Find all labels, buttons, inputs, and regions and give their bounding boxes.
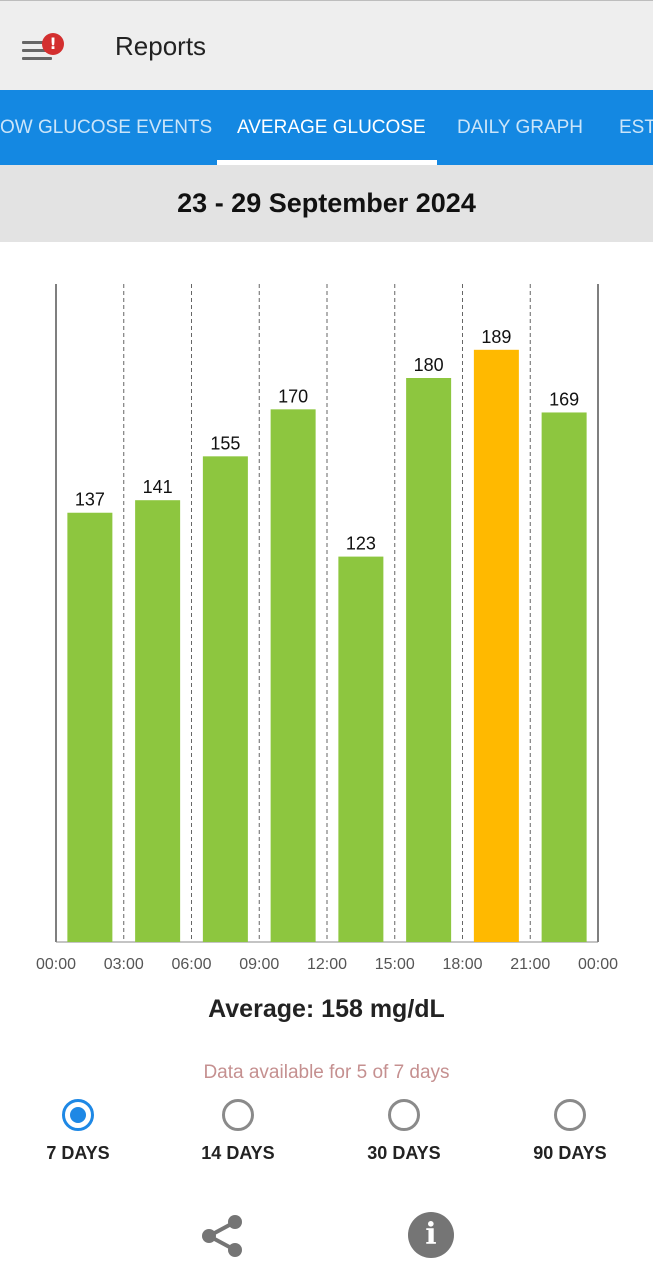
tab-average-glucose[interactable]: AVERAGE GLUCOSE	[237, 117, 426, 138]
period-option-90-days[interactable]: 90 DAYS	[510, 1097, 630, 1172]
share-icon	[202, 1215, 242, 1257]
menu-icon-line	[22, 49, 52, 52]
page-title: Reports	[115, 31, 207, 61]
tab-low-glucose-events[interactable]: OW GLUCOSE EVENTS	[0, 117, 213, 138]
bar-value-label: 189	[481, 327, 511, 347]
x-tick-label: 03:00	[104, 956, 144, 973]
period-option-30-days[interactable]: 30 DAYS	[344, 1097, 464, 1172]
x-tick-label: 15:00	[375, 956, 415, 973]
average-glucose-value: Average: 158 mg/dL	[208, 995, 445, 1023]
date-range-label: 23 - 29 September 2024	[177, 188, 476, 218]
tab-daily-graph[interactable]: DAILY GRAPH	[457, 117, 584, 138]
period-option-7-days[interactable]: 7 DAYS	[18, 1097, 138, 1172]
bar-03:00-06:00	[135, 500, 181, 942]
period-label: 7 DAYS	[46, 1143, 110, 1163]
period-label: 14 DAYS	[201, 1143, 275, 1163]
app-bar: ! Reports	[0, 0, 653, 90]
radio-90-days[interactable]	[554, 1099, 586, 1131]
alert-icon: !	[42, 33, 64, 55]
active-tab-indicator	[217, 160, 437, 165]
period-label: 90 DAYS	[533, 1143, 607, 1163]
bar-value-label: 137	[75, 490, 105, 510]
menu-button[interactable]: !	[18, 29, 68, 69]
bar-value-label: 180	[414, 355, 444, 375]
bar-15:00-18:00	[406, 378, 452, 942]
info-icon: i	[425, 1217, 437, 1252]
tab-estimated-a1c[interactable]: EST	[619, 117, 653, 138]
radio-14-days[interactable]	[222, 1099, 254, 1131]
info-button[interactable]: i	[408, 1212, 454, 1258]
bar-value-label: 170	[278, 386, 308, 406]
data-availability-note: Data available for 5 of 7 days	[203, 1062, 450, 1083]
radio-7-days[interactable]	[62, 1099, 94, 1131]
share-button[interactable]	[198, 1212, 246, 1260]
radio-selected-dot	[70, 1107, 86, 1123]
bar-value-label: 141	[143, 477, 173, 497]
bar-00:00-03:00	[67, 512, 113, 942]
bar-value-label: 169	[549, 389, 579, 409]
x-tick-label: 06:00	[171, 956, 211, 973]
menu-icon-line	[22, 41, 52, 44]
x-tick-label: 00:00	[578, 956, 618, 973]
bar-18:00-21:00	[473, 349, 519, 942]
radio-30-days[interactable]	[388, 1099, 420, 1131]
average-glucose-chart: 137 141 155 170 123 180 189 169 00:00 03:00 06:00…	[36, 284, 618, 973]
x-tick-label: 09:00	[239, 956, 279, 973]
bar-06:00-09:00	[202, 456, 248, 942]
bar-12:00-15:00	[338, 556, 384, 942]
bar-value-label: 123	[346, 534, 376, 554]
menu-icon-line	[22, 57, 52, 60]
bar-value-label: 155	[210, 433, 240, 453]
bar-09:00-12:00	[270, 409, 316, 942]
x-tick-label: 12:00	[307, 956, 347, 973]
date-range-header: 23 - 29 September 2024	[0, 165, 653, 242]
x-tick-label: 18:00	[442, 956, 482, 973]
period-option-14-days[interactable]: 14 DAYS	[178, 1097, 298, 1172]
x-tick-label: 21:00	[510, 956, 550, 973]
period-label: 30 DAYS	[367, 1143, 441, 1163]
report-tabs: OW GLUCOSE EVENTS AVERAGE GLUCOSE DAILY …	[0, 90, 653, 165]
x-tick-label: 00:00	[36, 956, 76, 973]
bar-21:00-00:00	[541, 412, 587, 942]
